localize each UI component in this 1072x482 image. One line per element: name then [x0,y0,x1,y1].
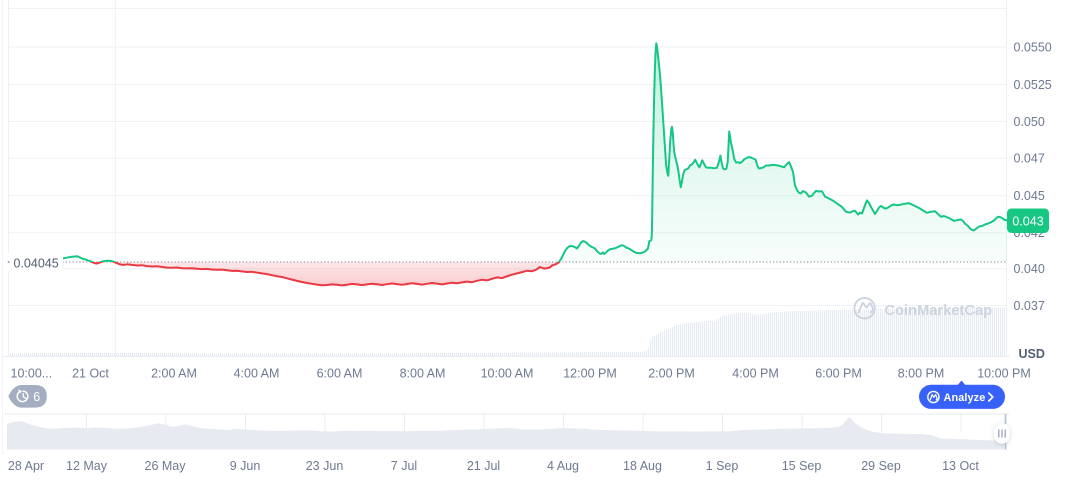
svg-text:21 Jul: 21 Jul [467,459,500,473]
svg-text:6:00 AM: 6:00 AM [317,367,363,381]
svg-text:0.040: 0.040 [1014,262,1045,276]
svg-text:0.043: 0.043 [1012,214,1043,228]
svg-text:0.045: 0.045 [1014,189,1045,203]
svg-text:0.04045: 0.04045 [14,256,59,270]
svg-text:2:00 PM: 2:00 PM [648,367,695,381]
svg-text:8:00 AM: 8:00 AM [400,367,446,381]
svg-text:USD: USD [1019,347,1045,361]
svg-text:4 Aug: 4 Aug [547,459,579,473]
svg-text:13 Oct: 13 Oct [942,459,979,473]
svg-text:7 Jul: 7 Jul [391,459,417,473]
svg-text:28 Apr: 28 Apr [8,459,44,473]
svg-text:15 Sep: 15 Sep [782,459,822,473]
svg-text:Analyze: Analyze [944,392,986,404]
svg-text:8:00 PM: 8:00 PM [898,367,945,381]
svg-text:23 Jun: 23 Jun [306,459,344,473]
svg-text:6:00 PM: 6:00 PM [815,367,862,381]
svg-text:10:00 PM: 10:00 PM [977,367,1031,381]
svg-text:0.0550: 0.0550 [1014,40,1052,54]
svg-text:29 Sep: 29 Sep [861,459,901,473]
svg-text:2:00 AM: 2:00 AM [151,367,197,381]
svg-text:12:00 PM: 12:00 PM [563,367,617,381]
svg-text:4:00 PM: 4:00 PM [732,367,779,381]
svg-text:18 Aug: 18 Aug [623,459,662,473]
svg-text:0.037: 0.037 [1014,299,1045,313]
svg-text:10:00 AM: 10:00 AM [481,367,534,381]
svg-text:4:00 AM: 4:00 AM [234,367,280,381]
svg-text:6: 6 [33,390,40,404]
svg-text:1 Sep: 1 Sep [706,459,739,473]
svg-text:26 May: 26 May [145,459,187,473]
svg-text:12 May: 12 May [66,459,108,473]
svg-text:10:00...: 10:00... [11,367,53,381]
svg-text:CoinMarketCap: CoinMarketCap [885,303,993,319]
svg-text:21 Oct: 21 Oct [72,367,109,381]
svg-text:0.0525: 0.0525 [1014,78,1052,92]
svg-text:0.047: 0.047 [1014,152,1045,166]
svg-text:0.050: 0.050 [1014,115,1045,129]
svg-text:9 Jun: 9 Jun [230,459,261,473]
